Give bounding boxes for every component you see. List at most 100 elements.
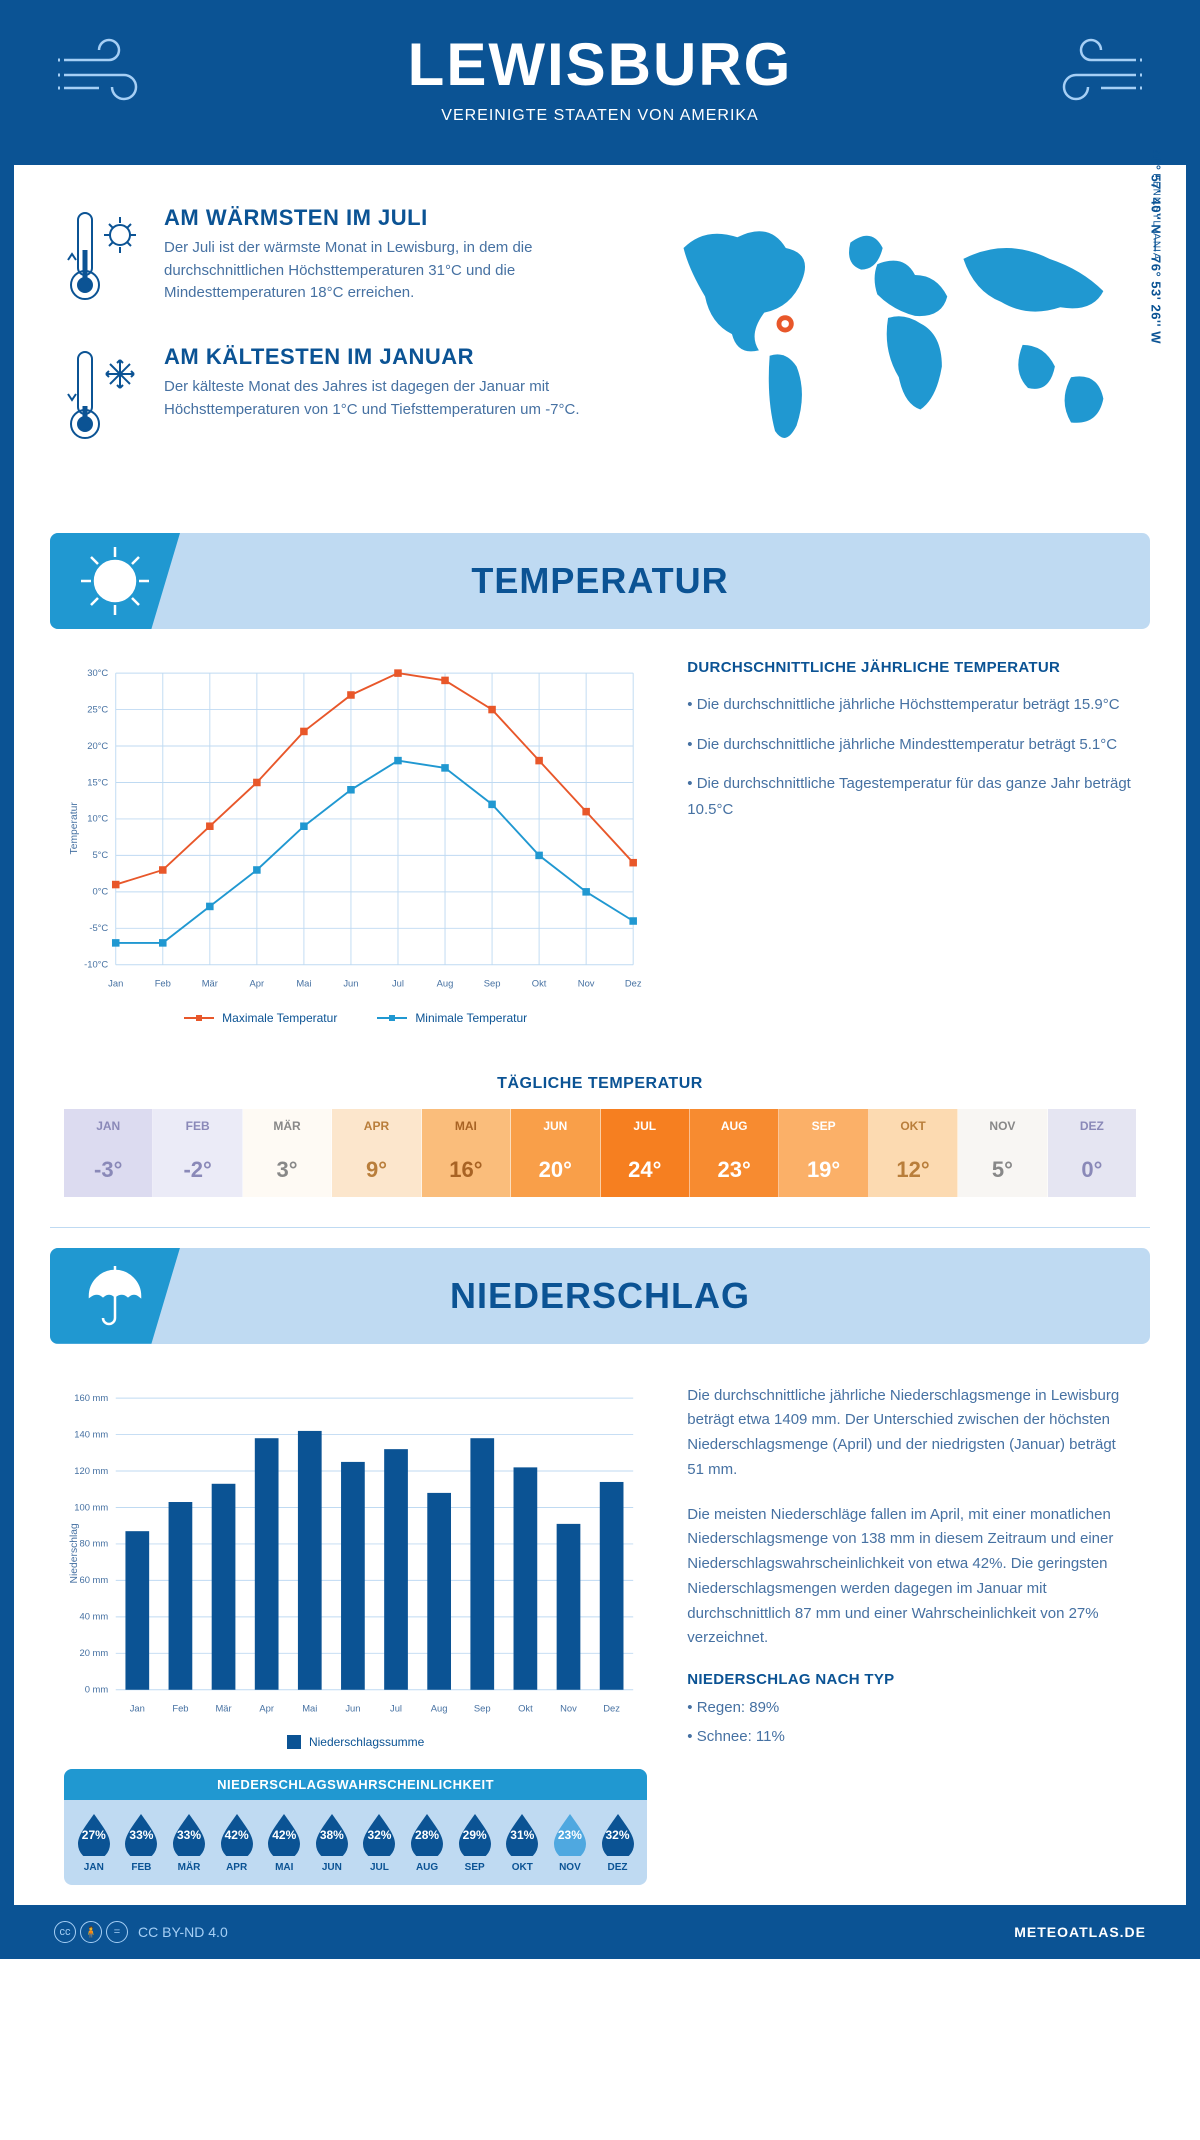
svg-text:-5°C: -5°C bbox=[89, 922, 108, 933]
precip-type-heading: NIEDERSCHLAG NACH TYP bbox=[687, 1671, 1136, 1688]
precipitation-section-header: NIEDERSCHLAG bbox=[50, 1248, 1150, 1344]
svg-text:Jan: Jan bbox=[108, 977, 123, 988]
thermometer-hot-icon bbox=[64, 205, 144, 310]
location-marker bbox=[774, 312, 798, 336]
month-cell: JUL24° bbox=[601, 1109, 690, 1197]
raindrop-icon: 32% bbox=[359, 1812, 399, 1856]
probability-cell: 28% AUG bbox=[403, 1812, 451, 1873]
svg-text:30°C: 30°C bbox=[87, 667, 108, 678]
city-title: LEWISBURG bbox=[54, 30, 1146, 99]
svg-text:Niederschlag: Niederschlag bbox=[69, 1523, 80, 1584]
svg-text:40 mm: 40 mm bbox=[80, 1610, 109, 1621]
svg-text:Aug: Aug bbox=[437, 977, 454, 988]
svg-text:160 mm: 160 mm bbox=[74, 1392, 108, 1403]
svg-text:100 mm: 100 mm bbox=[74, 1501, 108, 1512]
svg-text:Apr: Apr bbox=[259, 1702, 274, 1713]
svg-text:Dez: Dez bbox=[603, 1702, 620, 1713]
precip-legend-label: Niederschlagssumme bbox=[309, 1735, 424, 1749]
month-cell: SEP19° bbox=[779, 1109, 868, 1197]
raindrop-icon: 23% bbox=[550, 1812, 590, 1856]
svg-text:Sep: Sep bbox=[484, 977, 501, 988]
raindrop-icon: 38% bbox=[312, 1812, 352, 1856]
precip-rain: • Regen: 89% bbox=[687, 1696, 1136, 1721]
probability-cell: 32% DEZ bbox=[594, 1812, 642, 1873]
svg-text:Temperatur: Temperatur bbox=[69, 802, 80, 855]
temp-bullet-3: • Die durchschnittliche Tagestemperatur … bbox=[687, 771, 1136, 822]
temp-info-heading: DURCHSCHNITTLICHE JÄHRLICHE TEMPERATUR bbox=[687, 659, 1136, 676]
svg-text:120 mm: 120 mm bbox=[74, 1465, 108, 1476]
warmest-body: Der Juli ist der wärmste Monat in Lewisb… bbox=[164, 237, 632, 305]
svg-text:Jun: Jun bbox=[345, 1702, 360, 1713]
svg-text:0°C: 0°C bbox=[92, 886, 108, 897]
umbrella-icon bbox=[50, 1248, 180, 1344]
svg-text:140 mm: 140 mm bbox=[74, 1428, 108, 1439]
svg-text:5°C: 5°C bbox=[92, 849, 108, 860]
precip-para-2: Die meisten Niederschläge fallen im Apri… bbox=[687, 1503, 1136, 1652]
cc-icons: cc 🧍 = bbox=[54, 1921, 128, 1943]
precip-legend: Niederschlagssumme bbox=[64, 1735, 647, 1749]
raindrop-icon: 29% bbox=[455, 1812, 495, 1856]
page-footer: cc 🧍 = CC BY-ND 4.0 METEOATLAS.DE bbox=[14, 1905, 1186, 1959]
probability-cell: 33% FEB bbox=[118, 1812, 166, 1873]
precipitation-probability-panel: NIEDERSCHLAGSWAHRSCHEINLICHKEIT 27% JAN … bbox=[64, 1769, 647, 1885]
svg-text:Jul: Jul bbox=[390, 1702, 402, 1713]
precipitation-bar-chart: 0 mm20 mm40 mm60 mm80 mm100 mm120 mm140 … bbox=[64, 1384, 647, 1723]
page-header: LEWISBURG VEREINIGTE STAATEN VON AMERIKA bbox=[14, 0, 1186, 165]
svg-text:Mai: Mai bbox=[296, 977, 311, 988]
svg-text:Sep: Sep bbox=[474, 1702, 491, 1713]
temp-legend: Maximale Temperatur Minimale Temperatur bbox=[64, 1011, 647, 1025]
temperature-title: TEMPERATUR bbox=[180, 560, 1150, 602]
svg-text:80 mm: 80 mm bbox=[80, 1537, 109, 1548]
temperature-line-chart: -10°C-5°C0°C5°C10°C15°C20°C25°C30°CJanFe… bbox=[64, 659, 647, 998]
raindrop-icon: 27% bbox=[74, 1812, 114, 1856]
wind-icon-right bbox=[1046, 30, 1146, 115]
thermometer-cold-icon bbox=[64, 344, 144, 449]
coldest-heading: AM KÄLTESTEN IM JANUAR bbox=[164, 344, 632, 370]
precipitation-title: NIEDERSCHLAG bbox=[180, 1275, 1150, 1317]
svg-text:Aug: Aug bbox=[431, 1702, 448, 1713]
svg-text:Feb: Feb bbox=[172, 1702, 188, 1713]
warmest-fact: AM WÄRMSTEN IM JULI Der Juli ist der wär… bbox=[64, 205, 632, 310]
svg-text:60 mm: 60 mm bbox=[80, 1574, 109, 1585]
svg-text:20°C: 20°C bbox=[87, 740, 108, 751]
temp-bullet-2: • Die durchschnittliche jährliche Mindes… bbox=[687, 732, 1136, 758]
probability-cell: 29% SEP bbox=[451, 1812, 499, 1873]
wind-icon-left bbox=[54, 30, 154, 115]
svg-text:Okt: Okt bbox=[532, 977, 547, 988]
license-text: CC BY-ND 4.0 bbox=[138, 1924, 228, 1940]
raindrop-icon: 42% bbox=[217, 1812, 257, 1856]
cc-icon: cc bbox=[54, 1921, 76, 1943]
month-cell: JUN20° bbox=[511, 1109, 600, 1197]
probability-cell: 27% JAN bbox=[70, 1812, 118, 1873]
sun-icon bbox=[50, 533, 180, 629]
svg-text:Nov: Nov bbox=[560, 1702, 577, 1713]
raindrop-icon: 28% bbox=[407, 1812, 447, 1856]
month-cell: FEB-2° bbox=[153, 1109, 242, 1197]
svg-text:Jul: Jul bbox=[392, 977, 404, 988]
svg-text:Dez: Dez bbox=[625, 977, 642, 988]
svg-text:Mai: Mai bbox=[302, 1702, 317, 1713]
svg-text:Okt: Okt bbox=[518, 1702, 533, 1713]
raindrop-icon: 31% bbox=[502, 1812, 542, 1856]
site-name: METEOATLAS.DE bbox=[1014, 1924, 1146, 1940]
raindrop-icon: 32% bbox=[598, 1812, 638, 1856]
svg-text:20 mm: 20 mm bbox=[80, 1647, 109, 1658]
svg-text:Feb: Feb bbox=[155, 977, 171, 988]
probability-cell: 42% MAI bbox=[260, 1812, 308, 1873]
month-cell: APR9° bbox=[332, 1109, 421, 1197]
month-cell: MAI16° bbox=[422, 1109, 511, 1197]
probability-cell: 31% OKT bbox=[498, 1812, 546, 1873]
probability-cell: 33% MÄR bbox=[165, 1812, 213, 1873]
temperature-section-header: TEMPERATUR bbox=[50, 533, 1150, 629]
legend-max: Maximale Temperatur bbox=[222, 1011, 337, 1025]
precip-para-1: Die durchschnittliche jährliche Niedersc… bbox=[687, 1384, 1136, 1483]
svg-text:Nov: Nov bbox=[578, 977, 595, 988]
month-cell: JAN-3° bbox=[64, 1109, 153, 1197]
raindrop-icon: 42% bbox=[264, 1812, 304, 1856]
world-map bbox=[662, 205, 1136, 463]
raindrop-icon: 33% bbox=[169, 1812, 209, 1856]
country-subtitle: VEREINIGTE STAATEN VON AMERIKA bbox=[54, 107, 1146, 125]
month-cell: DEZ0° bbox=[1048, 1109, 1136, 1197]
svg-text:Jun: Jun bbox=[343, 977, 358, 988]
by-icon: 🧍 bbox=[80, 1921, 102, 1943]
